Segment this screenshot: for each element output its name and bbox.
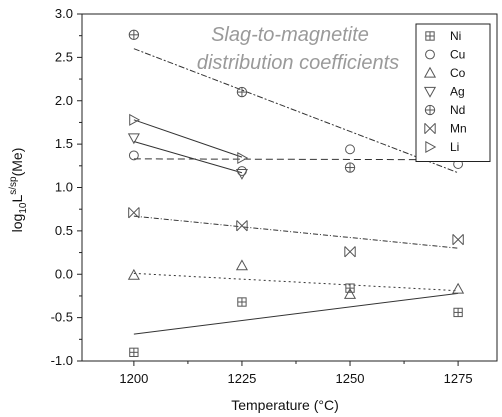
fit-line-mn xyxy=(133,215,459,249)
data-point-ni xyxy=(129,347,139,357)
data-point-nd xyxy=(236,86,248,98)
data-point-ag xyxy=(127,133,140,145)
data-point-co xyxy=(452,282,465,294)
y-tick-label: -1.0 xyxy=(51,353,73,368)
data-point-li xyxy=(237,151,249,165)
data-point-mn xyxy=(452,233,464,246)
legend-label-mn: Mn xyxy=(450,122,467,136)
fit-lines xyxy=(133,48,459,335)
x-tick-label: 1200 xyxy=(119,371,148,386)
fit-line-nd xyxy=(133,48,459,174)
y-tick-label: 1.5 xyxy=(55,136,73,151)
data-point-co xyxy=(127,268,140,280)
y-tick-label: -0.5 xyxy=(51,310,73,325)
legend-label-li: Li xyxy=(450,140,459,154)
legend-marker-nd xyxy=(424,104,436,116)
fit-line-cu xyxy=(133,158,459,161)
y-tick-label: 0.5 xyxy=(55,223,73,238)
legend-marker-li xyxy=(425,140,437,154)
data-point-ni xyxy=(237,297,247,307)
y-tick-label: 3.0 xyxy=(55,6,73,21)
x-tick-label: 1250 xyxy=(336,371,365,386)
data-point-nd xyxy=(344,162,356,173)
axes: -1.0 -0.5 0.0 0.5 1.0 1.5 2.0 2.5 3.0 1200 1225 125… xyxy=(51,6,498,386)
legend-marker-ni xyxy=(425,31,435,41)
fit-line-ni xyxy=(133,292,459,335)
y-axis-title-log: log xyxy=(9,214,25,233)
y-tick-label: 2.5 xyxy=(55,49,73,64)
legend-label-cu: Cu xyxy=(450,48,465,62)
y-axis-title-sup: s/sp xyxy=(8,176,19,195)
legend-marker-co xyxy=(423,66,437,78)
legend-marker-cu xyxy=(425,49,435,60)
legend-marker-ag xyxy=(423,86,437,98)
legend-label-ni: Ni xyxy=(450,29,461,43)
data-point-nd xyxy=(128,29,140,40)
y-axis-title-L: L xyxy=(9,195,25,203)
chart-title-line1: Slag-to-magnetite xyxy=(211,24,369,46)
y-tick-label: 0.0 xyxy=(55,266,73,281)
legend-marker-mn xyxy=(424,122,436,135)
x-axis-title: Temperature (°C) xyxy=(231,397,339,413)
data-point-cu xyxy=(345,144,355,155)
y-axis-title-sub: 10 xyxy=(18,202,29,214)
data-point-ni xyxy=(453,307,463,318)
legend: Ni Cu Co Ag Nd Mn Li xyxy=(415,23,491,162)
y-tick-label: 1.0 xyxy=(55,180,73,195)
y-tick-label: 2.0 xyxy=(55,93,73,108)
data-point-cu xyxy=(128,150,139,161)
legend-label-nd: Nd xyxy=(450,103,465,117)
data-point-mn xyxy=(128,207,140,219)
data-point-mn xyxy=(236,220,248,232)
data-point-mn xyxy=(344,246,356,258)
data-point-co xyxy=(343,287,357,299)
data-point-co xyxy=(235,259,248,271)
data-point-ag xyxy=(235,168,248,180)
x-tick-label: 1275 xyxy=(444,371,473,386)
fit-line-co xyxy=(133,272,459,292)
fit-line-li xyxy=(133,119,243,158)
chart-title-line2: distribution coefficients xyxy=(197,52,399,74)
x-tick-label: 1225 xyxy=(227,371,256,386)
legend-label-co: Co xyxy=(450,66,466,80)
y-axis-title-tail: (Me) xyxy=(9,148,25,177)
data-point-li xyxy=(129,113,141,126)
fit-line-ag xyxy=(133,141,243,174)
y-axis-title: log10Ls/sp(Me) xyxy=(8,148,29,233)
legend-label-ag: Ag xyxy=(450,85,465,99)
data-markers xyxy=(127,29,465,357)
